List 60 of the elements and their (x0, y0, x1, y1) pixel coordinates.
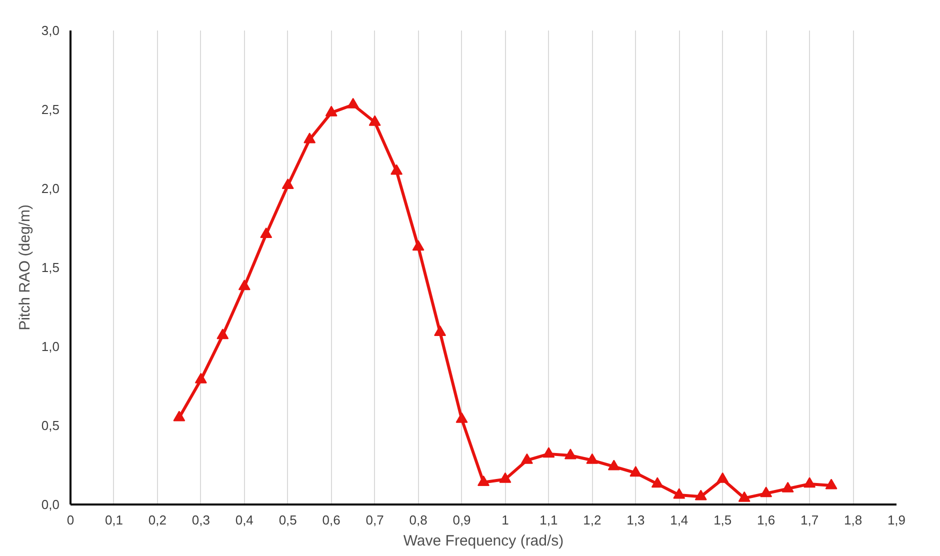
point (630, 466, 642, 477)
y-tick-label: 0,0 (41, 497, 60, 512)
y-tick-label: 2,5 (41, 102, 60, 117)
point (238, 280, 250, 290)
point (782, 482, 794, 492)
x-axis-title: Wave Frequency (rad/s) (403, 532, 564, 550)
point (368, 115, 381, 126)
x-tick-label: 1,2 (583, 512, 602, 528)
point (586, 453, 598, 464)
point (825, 478, 838, 490)
point (347, 98, 360, 108)
x-tick-label: 1,1 (540, 512, 558, 528)
point (608, 460, 620, 470)
y-tick-label: 3,0 (41, 23, 60, 38)
x-tick-label: 0,1 (104, 512, 124, 528)
point (673, 488, 686, 499)
point (325, 106, 338, 116)
x-tick-label: 1,3 (626, 512, 645, 528)
x-tick-label: 0,6 (322, 512, 340, 528)
x-tick-label: 0,8 (409, 512, 428, 528)
y-tick-label: 2,0 (41, 181, 60, 196)
point (542, 447, 555, 458)
x-tick-label: 0,3 (192, 512, 210, 528)
point (304, 132, 316, 144)
x-tick-label: 0,9 (452, 512, 471, 528)
point (651, 477, 664, 488)
point (173, 410, 186, 422)
point (282, 178, 294, 190)
point (760, 486, 772, 498)
point (738, 491, 750, 502)
point (260, 227, 272, 238)
point (194, 372, 207, 384)
x-tick-label: 1 (502, 512, 509, 528)
y-tick-label: 1,5 (41, 260, 60, 275)
x-tick-label: 1,4 (670, 512, 688, 528)
point (434, 325, 446, 336)
point (390, 164, 403, 175)
y-tick-label: 1,0 (41, 339, 60, 354)
x-tick-label: 0 (66, 512, 74, 528)
x-tick-label: 1,9 (887, 512, 906, 528)
point (456, 412, 468, 423)
x-tick-label: 1,8 (844, 512, 862, 528)
point (499, 472, 512, 483)
x-tick-label: 1,6 (757, 512, 776, 528)
point (478, 476, 490, 486)
point (216, 328, 229, 340)
y-tick-label: 0,5 (41, 418, 60, 433)
x-tick-label: 0,7 (366, 512, 384, 528)
x-tick-label: 0,5 (278, 512, 297, 528)
point (716, 472, 729, 483)
point (804, 477, 816, 488)
point (564, 448, 576, 460)
x-tick-label: 1,5 (714, 512, 732, 528)
point (694, 490, 707, 500)
x-tick-label: 0,2 (148, 512, 166, 528)
point (520, 453, 533, 464)
y-axis-title: Pitch RAO (deg/m) (16, 204, 34, 330)
x-tick-label: 0,4 (235, 512, 254, 528)
x-tick-label: 1,7 (800, 512, 819, 528)
point (412, 240, 424, 251)
